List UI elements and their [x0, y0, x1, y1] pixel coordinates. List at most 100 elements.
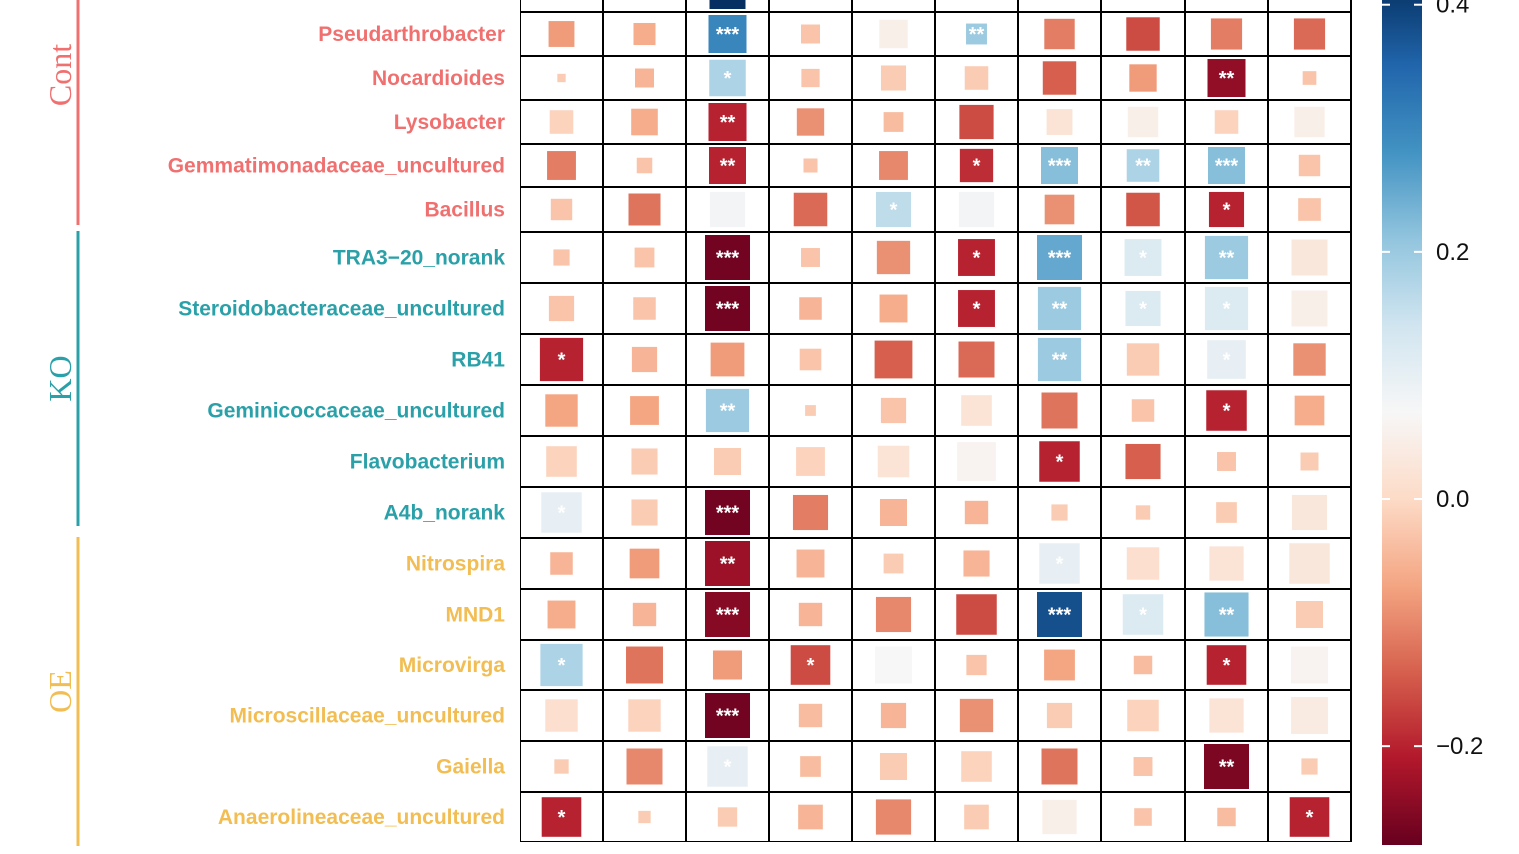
cell-square	[708, 103, 747, 141]
significance-stars: *	[724, 68, 732, 90]
cell-square	[630, 396, 659, 425]
cell-square	[626, 748, 663, 785]
significance-stars: **	[1219, 248, 1235, 270]
group-labels: Cont KO OE	[42, 0, 80, 846]
cell-square	[632, 602, 657, 627]
cell-square	[717, 807, 738, 827]
cell-square	[1214, 110, 1239, 134]
significance-stars: *	[1056, 452, 1064, 474]
cell-square	[958, 191, 995, 228]
cell-square	[1298, 154, 1321, 177]
cell-square	[1041, 748, 1078, 785]
significance-stars: *	[1223, 299, 1231, 321]
cell-square	[1037, 286, 1082, 331]
significance-stars: *	[1223, 401, 1231, 423]
significance-stars: ***	[1048, 156, 1072, 178]
cell-square	[800, 756, 821, 777]
cell-square	[1126, 343, 1160, 376]
cell-square	[1044, 194, 1075, 225]
cell-square	[1294, 395, 1325, 426]
row-label: A4b_norank	[384, 502, 506, 525]
cell-square	[1134, 808, 1152, 826]
significance-stars: **	[969, 24, 985, 46]
cell-square	[631, 108, 658, 136]
cell-square	[714, 448, 741, 475]
cell-square	[1207, 340, 1246, 379]
cell-square	[1298, 198, 1321, 221]
cell-square	[877, 445, 910, 478]
cell-square	[799, 348, 822, 371]
cell-square	[1206, 390, 1247, 431]
cell-square	[550, 198, 573, 221]
cell-square	[1042, 61, 1077, 95]
cell-square	[1217, 807, 1236, 827]
significance-stars: *	[558, 350, 566, 372]
cell-square	[549, 110, 574, 134]
cell-square	[1037, 235, 1082, 280]
row-labels: Pseudomonas Pseudarthrobacter Nocardioides…	[168, 0, 506, 829]
cell-square	[1133, 655, 1153, 675]
cell-square	[798, 804, 823, 830]
cell-square	[547, 600, 576, 629]
significance-stars: **	[1219, 605, 1235, 627]
significance-stars: ***	[716, 706, 740, 728]
cell-square	[880, 499, 907, 526]
cell-square	[705, 286, 750, 331]
cell-square	[1126, 149, 1160, 182]
cell-square	[1209, 698, 1244, 733]
cell-square	[801, 68, 820, 88]
cell-square	[880, 65, 907, 91]
cell-square	[548, 295, 575, 322]
cell-square	[705, 592, 750, 637]
cell-square	[883, 112, 904, 132]
cell-square	[1291, 697, 1328, 734]
row-label: Flavobacterium	[350, 451, 505, 474]
cell-square	[803, 158, 818, 173]
cell-square	[1131, 399, 1155, 422]
cell-square	[792, 494, 829, 531]
cell-square	[959, 148, 994, 183]
cell-square	[1126, 17, 1160, 51]
cell-square	[1127, 106, 1159, 138]
cell-square	[705, 388, 750, 433]
cell-square	[1208, 147, 1245, 184]
cell-square	[1302, 71, 1317, 85]
significance-stars: *	[890, 200, 898, 222]
significance-stars: *	[1139, 248, 1147, 270]
cell-square	[879, 294, 908, 323]
row-label: Microvirga	[399, 654, 506, 677]
cell-square	[798, 602, 823, 627]
row-label: Lysobacter	[394, 111, 505, 134]
significance-stars: *	[807, 655, 815, 677]
row-label: Anaerolineaceae_uncultured	[218, 806, 505, 829]
cell-square	[1206, 645, 1247, 685]
cell-square	[557, 73, 566, 83]
cell-square	[964, 500, 989, 525]
cell-square	[1125, 290, 1161, 327]
cell-square	[709, 147, 746, 184]
cell-square	[1216, 502, 1237, 523]
cell-square	[631, 499, 658, 526]
colorbar-tick-label: −0.2	[1436, 733, 1483, 760]
row-label: Microscillaceae_uncultured	[230, 705, 505, 728]
cell-square	[793, 192, 828, 227]
cell-square	[964, 66, 989, 90]
significance-stars: *	[973, 248, 981, 270]
cell-square	[796, 447, 825, 476]
cell-square	[545, 394, 578, 427]
cell-square	[875, 191, 912, 228]
significance-stars: *	[1223, 655, 1231, 677]
row-label: Steroidobacteraceae_uncultured	[178, 298, 505, 321]
cell-square	[1294, 106, 1325, 138]
significance-stars: ***	[1048, 248, 1072, 270]
cell-square	[1044, 649, 1075, 681]
cell-square	[875, 799, 912, 835]
significance-stars: *	[558, 655, 566, 677]
cell-square	[710, 342, 745, 377]
colorbar-gradient	[1382, 0, 1422, 845]
cell-square	[876, 240, 911, 275]
cell-square	[1207, 59, 1246, 97]
cell-square	[1129, 64, 1157, 92]
row-label: Nitrospira	[406, 553, 506, 576]
significance-stars: *	[1223, 200, 1231, 222]
